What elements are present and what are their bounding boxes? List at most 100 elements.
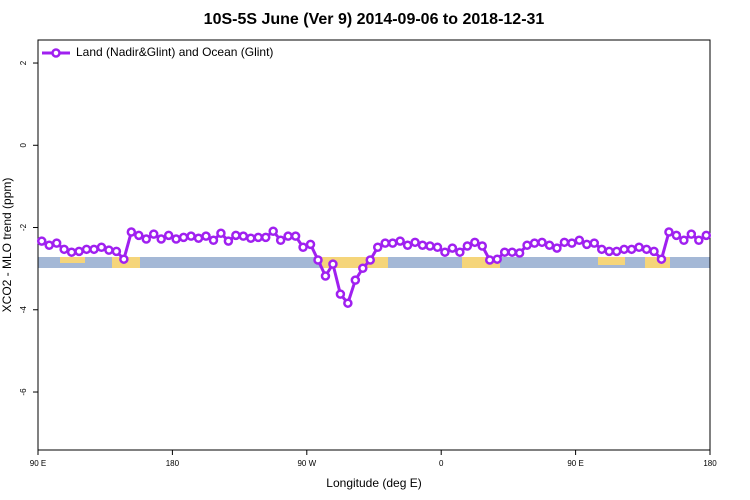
point xyxy=(163,230,174,241)
point xyxy=(186,231,196,241)
point xyxy=(544,240,555,250)
point xyxy=(253,232,264,243)
point xyxy=(268,226,278,236)
land-patch xyxy=(60,257,85,263)
point xyxy=(343,298,353,308)
point xyxy=(641,244,652,255)
x-tick-label: 180 xyxy=(166,459,180,468)
point xyxy=(44,240,54,250)
point xyxy=(626,244,637,255)
y-tick-label: 0 xyxy=(19,143,28,148)
point xyxy=(611,246,622,257)
y-tick-label: 2 xyxy=(19,60,28,65)
point xyxy=(350,275,361,285)
x-axis-label: Longitude (deg E) xyxy=(326,476,421,490)
point xyxy=(156,234,166,244)
x-tick-label: 90 E xyxy=(567,459,583,468)
point xyxy=(208,235,219,246)
point xyxy=(89,244,99,255)
point xyxy=(74,246,84,257)
y-tick-label: -6 xyxy=(19,388,28,396)
point xyxy=(410,237,420,248)
legend-label: Land (Nadir&Glint) and Ocean (Glint) xyxy=(76,45,273,59)
point xyxy=(305,239,316,250)
point xyxy=(417,240,428,250)
point xyxy=(335,289,346,299)
point xyxy=(201,231,211,241)
point xyxy=(260,232,271,243)
point xyxy=(574,235,585,246)
point xyxy=(216,228,226,239)
point xyxy=(679,235,689,246)
point xyxy=(484,255,495,265)
point xyxy=(604,246,614,257)
point xyxy=(656,254,667,264)
point xyxy=(619,244,629,255)
point xyxy=(290,231,301,241)
point xyxy=(455,247,465,257)
point xyxy=(425,241,435,251)
point xyxy=(701,230,712,241)
land-patch xyxy=(598,257,625,265)
point xyxy=(51,238,62,248)
point xyxy=(223,236,234,246)
point xyxy=(529,238,540,248)
point xyxy=(275,235,286,246)
point xyxy=(328,259,338,269)
point xyxy=(470,237,480,248)
point xyxy=(596,244,607,255)
point xyxy=(231,230,241,241)
x-tick-label: 90 E xyxy=(30,459,46,468)
plot-frame xyxy=(37,39,711,451)
y-tick-label: -4 xyxy=(19,306,28,314)
point xyxy=(499,247,510,257)
point xyxy=(298,242,308,253)
point xyxy=(582,239,592,250)
point xyxy=(59,244,69,255)
point xyxy=(96,242,107,253)
point xyxy=(358,263,368,273)
point xyxy=(649,246,659,257)
point xyxy=(402,240,413,250)
point xyxy=(387,238,398,248)
land-patch xyxy=(645,257,670,268)
point xyxy=(141,234,152,244)
point xyxy=(365,255,376,265)
point xyxy=(171,234,181,244)
point xyxy=(514,248,525,258)
point xyxy=(634,242,644,253)
point xyxy=(313,255,323,265)
point xyxy=(694,235,704,246)
point xyxy=(447,243,458,253)
point xyxy=(522,240,532,250)
point xyxy=(372,242,383,253)
y-tick-label: -2 xyxy=(19,223,28,231)
land-patch xyxy=(462,257,500,268)
x-tick-label: 90 W xyxy=(297,459,316,468)
y-axis-label: XCO2 - MLO trend (ppm) xyxy=(0,178,14,313)
point xyxy=(238,231,249,241)
point xyxy=(380,238,390,248)
point xyxy=(104,245,114,255)
point xyxy=(395,236,405,246)
point xyxy=(119,254,129,264)
land-patch xyxy=(322,257,388,268)
legend-marker xyxy=(51,48,61,58)
point xyxy=(246,233,256,243)
point xyxy=(66,247,77,257)
point xyxy=(686,229,697,239)
point xyxy=(559,237,570,248)
point xyxy=(81,244,92,255)
point xyxy=(193,233,204,243)
x-tick-label: 0 xyxy=(439,459,444,468)
point xyxy=(537,237,547,248)
point xyxy=(134,230,144,241)
point xyxy=(440,247,450,257)
point xyxy=(148,229,159,239)
point xyxy=(36,236,47,246)
x-tick-label: 180 xyxy=(703,459,717,468)
point xyxy=(477,241,488,251)
point xyxy=(507,247,517,257)
point xyxy=(664,227,674,237)
